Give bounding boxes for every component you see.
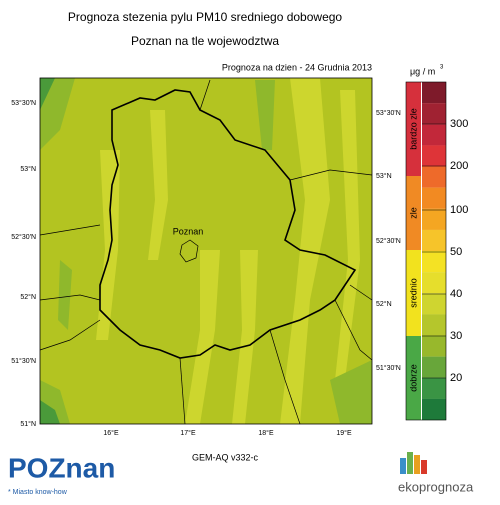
logo: POZnan <box>8 452 115 483</box>
scale-label: 30 <box>450 330 462 342</box>
scale-label: 50 <box>450 246 462 258</box>
category-label: dobrze <box>408 364 418 392</box>
scale-label: 40 <box>450 288 462 300</box>
lon-label: 18°E <box>258 429 274 437</box>
scale-band <box>422 229 446 252</box>
scale-label: 100 <box>450 204 468 216</box>
logo-tagline: * Miasto know-how <box>8 489 68 496</box>
lon-label: 17°E <box>180 429 196 437</box>
lat-label: 53°30'N <box>376 109 401 117</box>
scale-band <box>422 145 446 167</box>
lat-label: 51°30'N <box>376 364 401 372</box>
lat-label: 51°N <box>20 420 36 428</box>
lat-label: 53°30'N <box>11 99 36 107</box>
lat-label: 52°30'N <box>11 233 36 241</box>
unit-exp: 3 <box>440 65 444 71</box>
brand: ekoprognoza <box>398 479 474 494</box>
forecast-date: Prognoza na dzien - 24 Grudnia 2013 <box>222 62 372 72</box>
scale-band <box>422 335 446 357</box>
lat-label: 52°N <box>20 293 36 301</box>
city-label: Poznan <box>173 226 204 236</box>
lat-label: 52°30'N <box>376 237 401 245</box>
scale-band <box>422 272 446 294</box>
scale-band <box>422 103 446 125</box>
lat-label: 51°30'N <box>11 357 36 365</box>
legend: bardzo zle zle srednio dobrze 300 200 100 50 40 3… <box>405 81 468 421</box>
model-label: GEM-AQ v332-c <box>192 452 259 462</box>
category-band <box>406 336 421 420</box>
unit: μg / m <box>410 66 435 76</box>
category-label: bardzo zle <box>408 108 418 150</box>
scale-label: 300 <box>450 118 468 130</box>
scale-label: 20 <box>450 372 462 384</box>
scale-band <box>422 398 446 421</box>
category-band <box>406 250 421 336</box>
lat-label: 53°N <box>20 165 36 173</box>
lon-label: 19°E <box>336 429 352 437</box>
lat-label: 53°N <box>376 172 392 180</box>
brand-icon <box>400 452 427 474</box>
scale-band <box>422 166 446 188</box>
scale-band <box>422 82 446 104</box>
scale-band <box>422 377 446 399</box>
category-label: zle <box>408 207 418 219</box>
lon-label: 16°E <box>103 429 119 437</box>
scale-band <box>422 208 446 230</box>
scale-band <box>422 187 446 209</box>
scale-band <box>422 314 446 336</box>
lat-label: 52°N <box>376 300 392 308</box>
scale-band <box>422 356 446 378</box>
category-band <box>406 176 421 250</box>
category-label: srednio <box>408 278 418 308</box>
map-area <box>39 77 373 425</box>
category-band <box>406 82 421 176</box>
scale-label: 200 <box>450 160 468 172</box>
scale-frame <box>405 81 447 421</box>
title: Prognoza stezenia pylu PM10 sredniego do… <box>68 10 343 24</box>
scale-band <box>422 124 446 146</box>
subtitle: Poznan na tle wojewodztwa <box>131 34 279 48</box>
scale-band <box>422 251 446 273</box>
scale-band <box>422 293 446 315</box>
